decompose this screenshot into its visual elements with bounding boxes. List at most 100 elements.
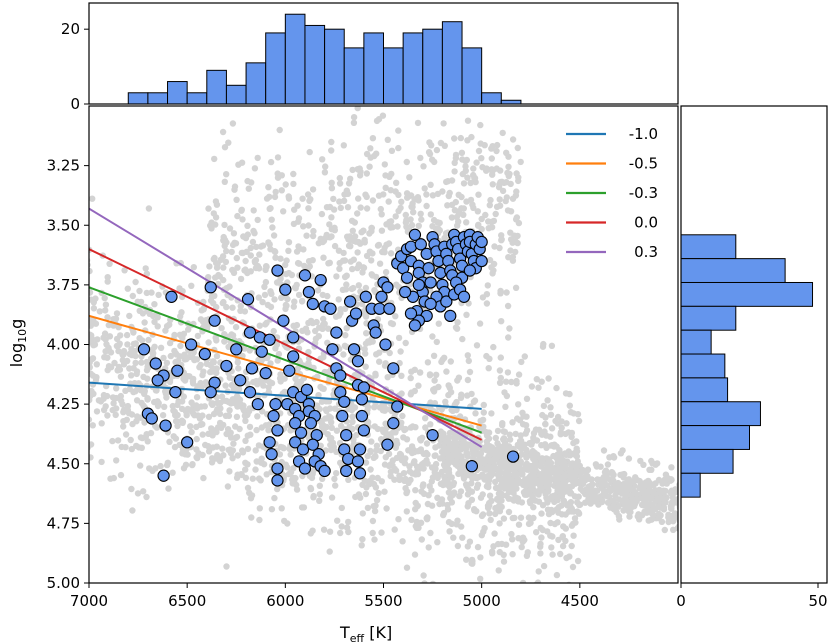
sample-point <box>181 436 194 449</box>
sample-point <box>369 326 382 339</box>
sample-point <box>204 386 217 399</box>
top-histogram-frame <box>88 2 679 105</box>
sample-point <box>255 345 268 358</box>
sample-point <box>287 350 300 363</box>
sample-point <box>259 366 272 380</box>
x-tick-label: 6500 <box>168 592 206 610</box>
sample-point <box>463 264 477 277</box>
top-histogram: 0 20 <box>61 2 679 113</box>
sample-point <box>234 374 247 387</box>
sample-point <box>426 428 439 442</box>
sample-point <box>357 424 371 437</box>
right-hist-bar <box>680 448 734 474</box>
sample-point <box>306 297 319 311</box>
y-tick-label: 4.00 <box>47 336 80 354</box>
sample-point <box>375 290 388 303</box>
legend-label-2: -0.3 <box>629 184 658 202</box>
sample-point <box>269 397 282 411</box>
sample-point <box>263 436 276 449</box>
fit-line-4 <box>89 207 483 448</box>
y-tick-label: 3.25 <box>47 157 80 175</box>
top-hist-bar <box>206 69 227 105</box>
sample-point <box>243 326 257 339</box>
sample-point <box>283 364 296 377</box>
top-hist-bar <box>147 92 169 105</box>
y-tick-label: 4.75 <box>47 514 80 532</box>
top-hist-bar <box>245 62 267 105</box>
x-tick-label: 5000 <box>463 592 501 610</box>
sample-point <box>383 302 396 315</box>
sample-point <box>288 436 302 449</box>
sample-point <box>271 474 284 487</box>
right-hist-bar <box>680 329 712 355</box>
sample-point <box>424 276 437 289</box>
sample-point <box>408 319 422 332</box>
sample-point <box>265 448 278 461</box>
sample-point <box>314 273 327 287</box>
top-hist-bar <box>481 92 502 105</box>
sample-point <box>391 400 404 413</box>
sample-point <box>347 343 361 356</box>
sample-point <box>165 290 178 303</box>
right-hist-bar <box>680 425 750 450</box>
sample-point <box>424 297 437 311</box>
sample-point <box>184 338 198 351</box>
sample-point <box>398 285 412 299</box>
sample-point <box>288 417 302 430</box>
sample-point <box>343 295 357 308</box>
sample-point <box>271 424 284 437</box>
top-hist-bar <box>225 84 247 105</box>
sample-point <box>353 467 367 480</box>
sample-point <box>149 357 162 370</box>
sample-point <box>475 235 488 249</box>
y-axis-label: log10g <box>7 319 29 368</box>
sample-point <box>306 438 319 451</box>
top-hist-bar <box>167 81 188 105</box>
sample-point <box>400 271 414 284</box>
sample-point <box>359 290 372 303</box>
top-hist-bar <box>284 13 306 105</box>
right-hist-bar <box>680 234 737 260</box>
sample-point <box>330 326 343 339</box>
sample-point <box>351 455 365 468</box>
right-hist-bar <box>680 353 726 379</box>
sample-point <box>151 374 164 387</box>
sample-point <box>318 464 331 478</box>
sample-point <box>198 347 211 361</box>
sample-point <box>355 409 369 423</box>
sample-point <box>408 228 422 241</box>
sample-point <box>340 428 353 442</box>
sample-point <box>145 412 158 425</box>
sample-point <box>241 293 255 306</box>
sample-point <box>326 343 339 356</box>
sample-point <box>137 343 151 356</box>
sample-point <box>271 462 284 475</box>
top-hist-bar <box>402 32 424 105</box>
legend-label-3: 0.0 <box>634 214 658 232</box>
sample-point <box>277 314 290 327</box>
legend-label-0: -1.0 <box>629 125 658 143</box>
sample-point <box>457 290 471 303</box>
sample-point <box>334 369 347 382</box>
sample-point <box>412 278 425 292</box>
sample-point <box>294 426 308 439</box>
sample-point <box>324 302 337 315</box>
sample-point <box>204 281 217 294</box>
sample-point <box>298 462 312 475</box>
top-hist-bar <box>324 28 345 105</box>
right-x-tick-label: 0 <box>676 592 686 610</box>
x-tick-label: 5500 <box>364 592 402 610</box>
sample-point <box>169 386 182 399</box>
top-y-tick-label: 20 <box>61 20 80 38</box>
sample-point <box>287 331 300 344</box>
sample-point <box>414 238 427 251</box>
background-star-cloud <box>89 106 678 583</box>
right-hist-bar <box>680 258 786 283</box>
sample-point <box>220 359 233 373</box>
top-hist-bar <box>343 47 365 105</box>
top-hist-bar <box>127 92 149 105</box>
sample-point <box>340 464 353 478</box>
top-hist-bar <box>461 47 483 105</box>
x-tick-label: 7000 <box>70 592 108 610</box>
